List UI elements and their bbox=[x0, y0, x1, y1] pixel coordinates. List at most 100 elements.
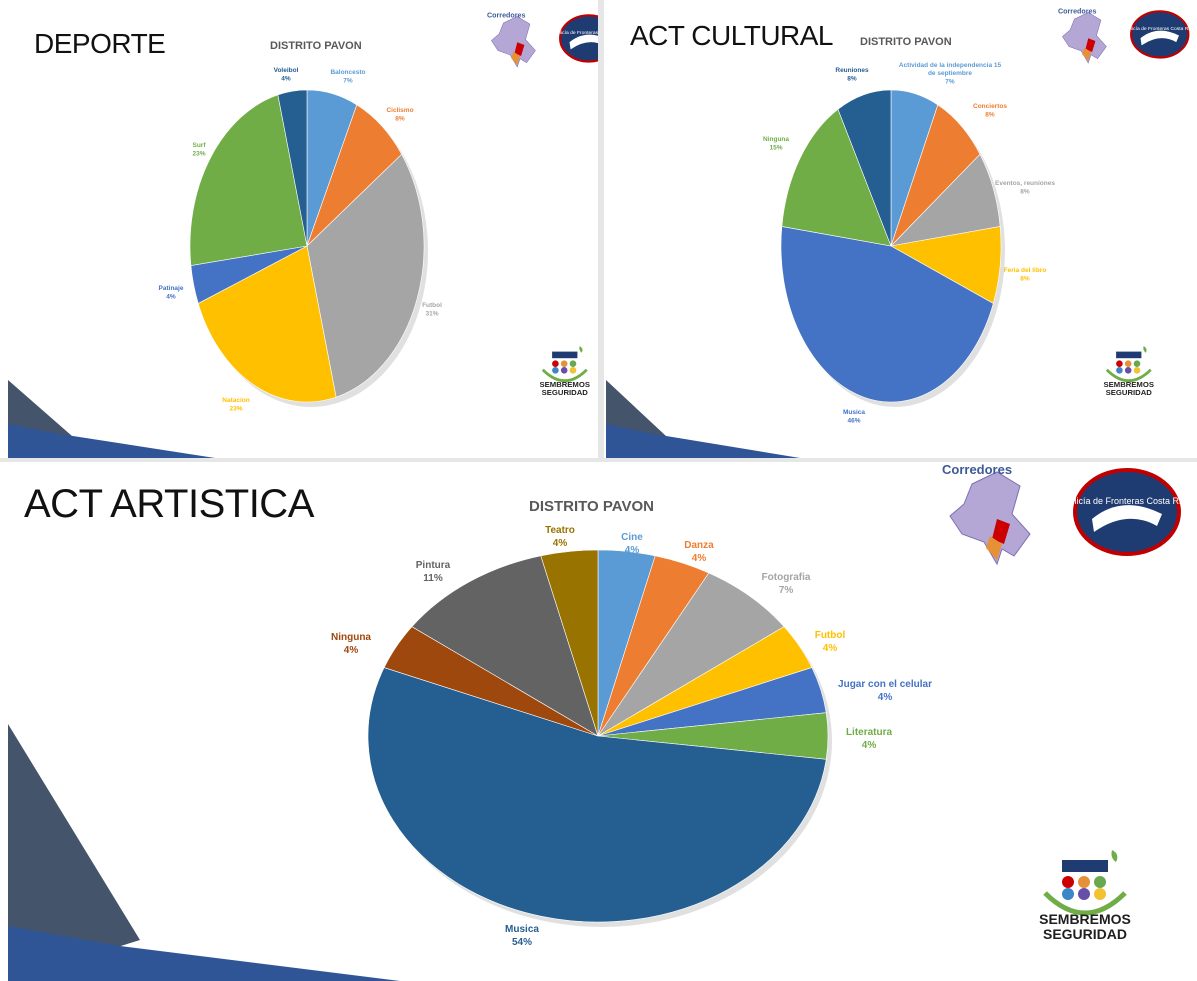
slice-label-futbol: Futbol 31% bbox=[422, 302, 442, 317]
sembremos-leaf-icon bbox=[541, 368, 588, 383]
slice-label-reuniones: Reuniones 8% bbox=[835, 67, 869, 82]
sembremos-people-icon bbox=[1078, 888, 1090, 900]
sembremos-people-icon bbox=[552, 360, 559, 367]
map-highlight bbox=[511, 51, 520, 65]
logo-corredores-label: Corredores bbox=[942, 462, 1012, 477]
slice-label-teatro: Teatro 4% bbox=[545, 525, 575, 549]
pie-slice-pintura bbox=[411, 555, 599, 737]
pie-slice-musica bbox=[367, 667, 827, 923]
slice-label-ciclismo: Ciclismo 8% bbox=[386, 107, 413, 122]
corredores-map-icon bbox=[949, 471, 1031, 566]
sembremos-line1: SEMBREMOS bbox=[540, 380, 590, 389]
slice-label-ninguna: Ninguna 15% bbox=[763, 136, 789, 151]
logo-fronteras-label: Policía de Fronteras Costa Rica bbox=[554, 30, 598, 36]
logo-corredores-label: Corredores bbox=[487, 12, 526, 20]
sembremos-people-icon bbox=[1094, 888, 1106, 900]
corner-decoration bbox=[8, 380, 215, 458]
pie-chart-act-cultural: Actividad de la independencia 15 de septi… bbox=[763, 62, 1055, 424]
chart-title: DISTRITO PAVON bbox=[270, 40, 362, 52]
pie-slice-futbol bbox=[306, 153, 425, 398]
slice-label-fotografia: Fotografia 7% bbox=[762, 572, 811, 596]
corner-decoration bbox=[606, 380, 800, 458]
vertical-divider bbox=[598, 0, 604, 458]
pie-slice-natacion bbox=[197, 245, 337, 403]
pie-chart-act-artistica: Cine 4% Danza 4% Fotografia 7% Futbol 4% Jugar c… bbox=[331, 525, 932, 948]
pie-chart-deporte: Baloncesto 7% Ciclismo 8% Futbol 31% Natacion 2… bbox=[159, 67, 443, 412]
pie-slice-reuniones bbox=[837, 89, 892, 247]
sembremos-line2: SEGURIDAD bbox=[542, 388, 589, 397]
panel-deporte: DEPORTE DISTRITO PAVON Baloncesto 7% Cicli… bbox=[0, 0, 598, 458]
sembremos-building-icon bbox=[1062, 860, 1108, 872]
sembremos-people-icon bbox=[552, 367, 559, 374]
corredores-map-icon bbox=[491, 16, 536, 68]
slice-label-voleibol: Voleibol 4% bbox=[274, 67, 299, 82]
pie-slice-teatro bbox=[540, 549, 599, 737]
sembremos-people-icon bbox=[569, 360, 577, 367]
slice-label-musica: Musica 46% bbox=[843, 409, 865, 424]
sembremos-people-icon bbox=[1124, 367, 1132, 374]
slice-label-feria-del-libro: Feria del libro 8% bbox=[1004, 267, 1047, 282]
slice-label-ninguna: Ninguna 4% bbox=[331, 632, 371, 656]
logo-fronteras-label: Policía de Fronteras Costa Rica bbox=[1125, 26, 1195, 32]
sembremos-people-icon bbox=[1116, 360, 1123, 367]
slice-label-cine: Cine 4% bbox=[621, 532, 643, 556]
sembremos-people-icon bbox=[560, 360, 568, 367]
sembremos-leaf-icon bbox=[1043, 891, 1127, 916]
sembremos-line2: SEGURIDAD bbox=[1043, 926, 1127, 942]
sembremos-people-icon bbox=[1094, 876, 1106, 888]
chart-title: DISTRITO PAVON bbox=[529, 498, 655, 515]
slice-label-jugar-con-el-celular: Jugar con el celular 4% bbox=[838, 679, 932, 703]
panel-heading: DEPORTE bbox=[34, 28, 166, 59]
sembremos-people-icon bbox=[1078, 876, 1090, 888]
pie-slice-musica bbox=[780, 226, 994, 403]
sembremos-people-icon bbox=[1133, 367, 1141, 374]
sembremos-people-icon bbox=[1062, 888, 1074, 900]
slice-label-natacion: Natacion 23% bbox=[222, 397, 249, 412]
map-highlight bbox=[1085, 38, 1096, 52]
sprout-icon bbox=[1111, 850, 1118, 862]
badge-swoosh bbox=[1140, 30, 1179, 46]
pie-slice-fotografia bbox=[597, 572, 785, 737]
slice-label-actividad-de-la-independencia-15-de-septiembre: Actividad de la independencia 15 de septi… bbox=[899, 62, 1002, 86]
sembremos-people-icon bbox=[1124, 360, 1132, 367]
map-highlight bbox=[992, 519, 1010, 544]
chart-title: DISTRITO PAVON bbox=[860, 36, 952, 48]
panel-heading: ACT CULTURAL bbox=[630, 20, 834, 51]
sembremos-people-icon bbox=[1062, 876, 1074, 888]
map-highlight bbox=[986, 536, 1002, 560]
slice-label-musica: Musica 54% bbox=[505, 924, 539, 948]
logo-fronteras-label: Policía de Fronteras Costa Rica bbox=[1063, 496, 1190, 506]
sembremos-people-icon bbox=[1133, 360, 1141, 367]
sembremos-building-icon bbox=[552, 351, 578, 359]
sembremos-line1: SEMBREMOS bbox=[1039, 911, 1131, 927]
sembremos-building-icon bbox=[1116, 351, 1142, 359]
sembremos-people-icon bbox=[569, 367, 577, 374]
slice-label-futbol: Futbol 4% bbox=[815, 630, 846, 654]
logo-corredores-fronteras: Corredores Policía de Fronteras Costa Ric… bbox=[1058, 8, 1195, 64]
logo-corredores-label: Corredores bbox=[1058, 8, 1097, 16]
horizontal-divider bbox=[0, 458, 1197, 462]
slice-label-literatura: Literatura 4% bbox=[846, 727, 893, 751]
slice-label-conciertos: Conciertos 8% bbox=[973, 103, 1007, 118]
map-highlight bbox=[1082, 47, 1091, 61]
panel-act-artistica: ACT ARTISTICA DISTRITO PAVON Cine 4% Danza… bbox=[0, 462, 1197, 981]
pie-slice-surf bbox=[189, 94, 308, 266]
logo-corredores-fronteras: Corredores Policía de Fronteras Costa Ric… bbox=[942, 462, 1191, 566]
sembremos-line2: SEGURIDAD bbox=[1106, 388, 1153, 397]
panel-act-cultural: ACT CULTURAL DISTRITO PAVON Actividad de… bbox=[604, 0, 1197, 458]
slice-label-surf: Surf 23% bbox=[192, 142, 206, 157]
badge-swoosh bbox=[1092, 505, 1162, 532]
sprout-icon bbox=[1143, 346, 1147, 353]
sprout-icon bbox=[579, 346, 583, 353]
slice-label-pintura: Pintura 11% bbox=[416, 560, 451, 584]
badge-swoosh bbox=[569, 34, 598, 50]
pie-slice-voleibol bbox=[277, 89, 308, 247]
sembremos-line1: SEMBREMOS bbox=[1104, 380, 1154, 389]
slice-label-eventos-reuniones: Eventos, reuniones 8% bbox=[995, 180, 1055, 195]
sembremos-people-icon bbox=[560, 367, 568, 374]
pie-slice-ninguna bbox=[781, 108, 892, 247]
corner-decoration bbox=[8, 724, 400, 981]
